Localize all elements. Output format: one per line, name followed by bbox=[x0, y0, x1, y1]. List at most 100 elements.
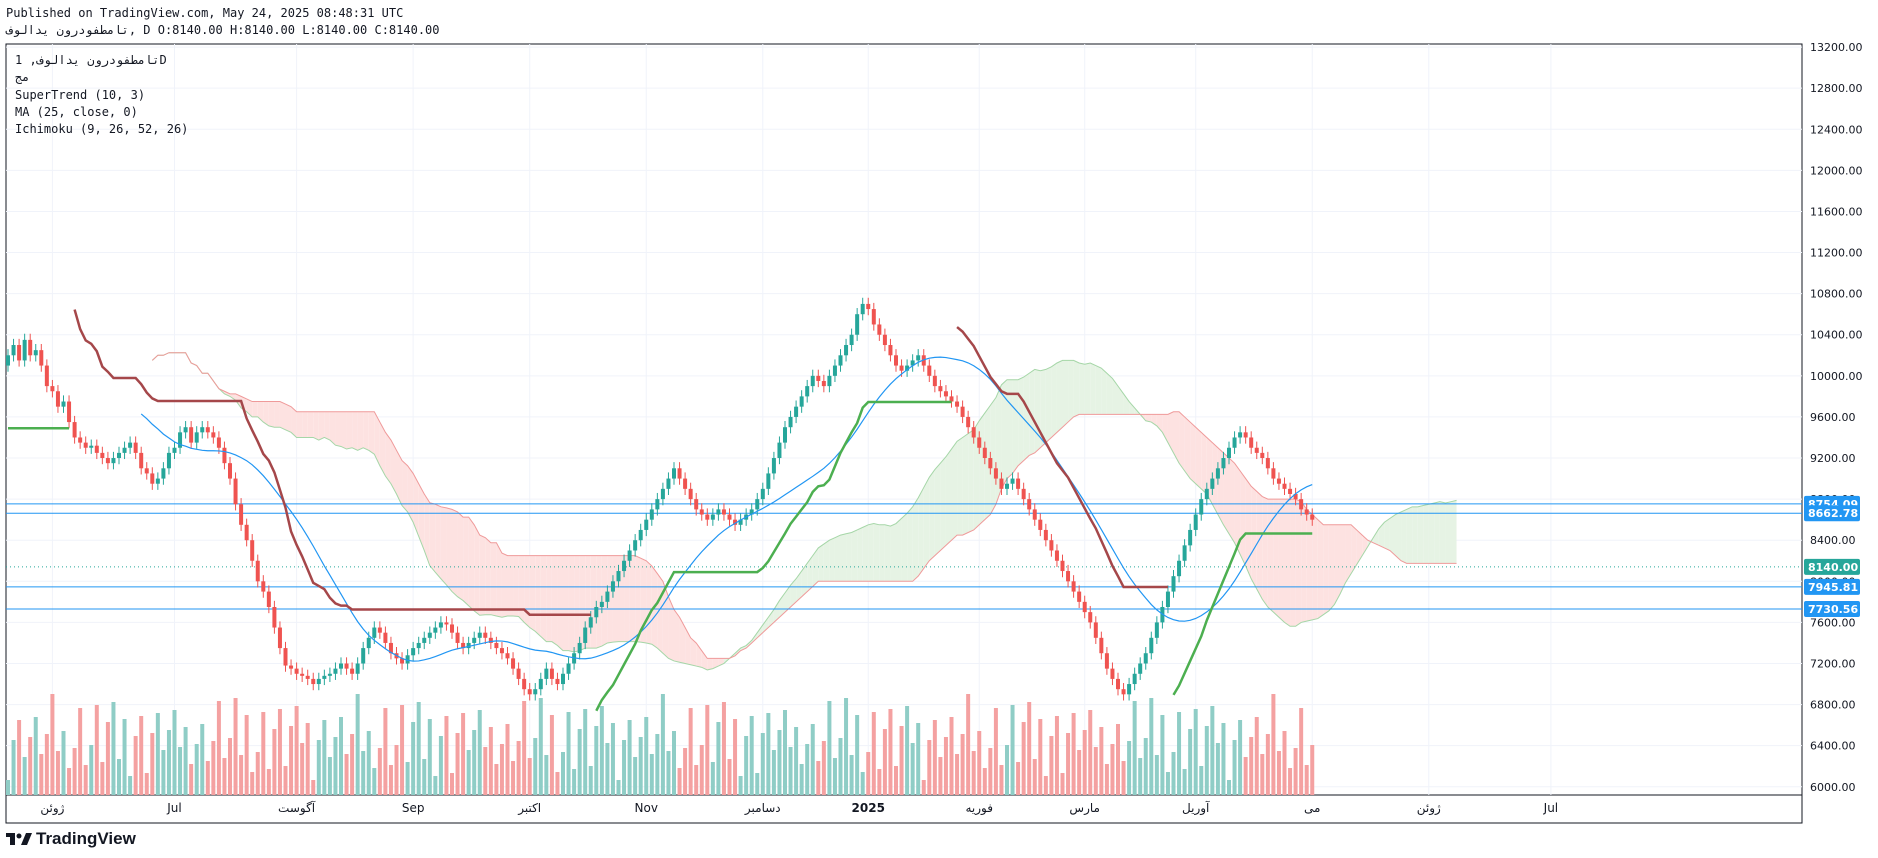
cloud-segment bbox=[873, 523, 880, 582]
candle-body bbox=[1143, 653, 1148, 664]
volume-bar bbox=[1271, 694, 1276, 795]
cloud-segment bbox=[1284, 499, 1291, 627]
candle-body bbox=[100, 452, 105, 459]
cloud-segment bbox=[635, 555, 641, 643]
volume-bar bbox=[405, 762, 410, 795]
candle-body bbox=[938, 386, 943, 392]
cloud-segment bbox=[929, 469, 935, 561]
cloud-segment bbox=[490, 542, 497, 616]
cloud-segment bbox=[435, 504, 441, 579]
candle-body bbox=[1016, 478, 1021, 489]
volume-bar bbox=[128, 776, 133, 795]
cloud-segment bbox=[879, 524, 885, 582]
volume-bar bbox=[289, 726, 294, 795]
cloud-segment bbox=[1201, 432, 1207, 494]
tradingview-brand[interactable]: TradingView bbox=[6, 828, 136, 850]
cloud-segment bbox=[1306, 509, 1313, 622]
volume-bar bbox=[1138, 758, 1143, 795]
candle-body bbox=[61, 401, 66, 407]
time-axis[interactable]: ژوئن Jul آگوست Sep اکتبر Nov دسامبر 2025 فوریه ما… bbox=[40, 800, 1558, 816]
cloud-segment bbox=[457, 511, 464, 601]
volume-bar bbox=[22, 757, 27, 795]
cloud-segment bbox=[568, 555, 575, 652]
candle-body bbox=[216, 437, 221, 448]
time-tick-label: Nov bbox=[635, 801, 658, 815]
cloud-segment bbox=[957, 437, 963, 536]
cloud-segment bbox=[823, 540, 830, 582]
candle-body bbox=[588, 617, 593, 628]
volume-bar bbox=[78, 708, 83, 795]
volume-bar bbox=[44, 734, 49, 795]
cloud-segment bbox=[1023, 373, 1030, 461]
candle-body bbox=[577, 642, 582, 654]
cloud-segment bbox=[646, 560, 652, 645]
candle-body bbox=[1204, 488, 1209, 500]
cloud-segment bbox=[268, 401, 275, 428]
volume-bar bbox=[111, 702, 116, 795]
candle-body bbox=[228, 463, 232, 479]
cloud-segment bbox=[1034, 369, 1041, 453]
candle-body bbox=[322, 675, 327, 679]
candle-body bbox=[738, 519, 743, 525]
candle-body bbox=[172, 447, 177, 453]
cloud-segment bbox=[629, 555, 636, 642]
volume-bar bbox=[727, 759, 732, 795]
legend-supertrend[interactable]: SuperTrend (10, 3) bbox=[15, 88, 146, 102]
candle-body bbox=[1021, 488, 1026, 500]
cloud-segment bbox=[1412, 506, 1418, 564]
legend-ichimoku[interactable]: Ichimoku (9, 26, 52, 26) bbox=[15, 122, 189, 136]
volume-bar bbox=[400, 705, 405, 795]
cloud-segment bbox=[418, 483, 425, 551]
volume-bar bbox=[1043, 776, 1048, 795]
volume-bar bbox=[366, 731, 371, 795]
cloud-segment bbox=[690, 637, 697, 667]
cloud-segment bbox=[307, 411, 314, 438]
volume-bar bbox=[527, 758, 532, 795]
candle-body bbox=[522, 678, 527, 690]
candles[interactable] bbox=[6, 297, 1315, 701]
candle-body bbox=[416, 642, 421, 649]
candle-body bbox=[888, 345, 893, 356]
cloud-segment bbox=[1073, 360, 1080, 417]
cloud-segment bbox=[1334, 524, 1340, 605]
candle-body bbox=[166, 452, 171, 469]
price-tick-label: 6400.00 bbox=[1810, 740, 1856, 753]
brand-name: TradingView bbox=[36, 829, 136, 848]
candle-body bbox=[1249, 437, 1254, 448]
cloud-segment bbox=[1245, 478, 1252, 579]
volume-bar bbox=[605, 743, 610, 795]
volume-bar bbox=[178, 747, 183, 795]
volume-bar bbox=[544, 755, 549, 795]
price-axis[interactable]: 13200.00 12800.00 12400.00 12000.00 11600.00… bbox=[1810, 41, 1863, 794]
candle-body bbox=[72, 422, 77, 438]
cloud-segment bbox=[662, 581, 669, 659]
price-tick-label: 7200.00 bbox=[1810, 657, 1856, 670]
candle-body bbox=[44, 365, 49, 387]
candle-body bbox=[511, 658, 516, 669]
volume-bar bbox=[955, 754, 960, 795]
candle-body bbox=[993, 468, 998, 479]
cloud-segment bbox=[1018, 377, 1024, 466]
volume-bar bbox=[977, 731, 982, 795]
cloud-segment bbox=[1362, 535, 1368, 556]
candle-body bbox=[794, 406, 799, 417]
candle-body bbox=[261, 581, 266, 592]
volume-bar bbox=[511, 761, 516, 795]
candle-body bbox=[339, 663, 343, 669]
horizontal-price-lines[interactable] bbox=[6, 503, 1802, 610]
candle-body bbox=[538, 678, 543, 690]
volume-bar bbox=[1071, 713, 1076, 795]
volume-bar bbox=[372, 768, 377, 795]
volume-bar bbox=[1027, 702, 1032, 795]
candle-body bbox=[977, 437, 982, 448]
candle-body bbox=[1304, 509, 1309, 515]
candle-body bbox=[838, 355, 843, 366]
candle-body bbox=[311, 678, 316, 685]
cloud-segment bbox=[762, 617, 769, 633]
cloud-segment bbox=[1123, 393, 1130, 415]
candle-body bbox=[544, 668, 549, 679]
legend-symbol[interactable]: تامطفودرون یدالوف, 1D bbox=[15, 53, 167, 67]
legend-ma[interactable]: MA (25, close, 0) bbox=[15, 105, 138, 119]
cloud-segment bbox=[1290, 499, 1296, 627]
